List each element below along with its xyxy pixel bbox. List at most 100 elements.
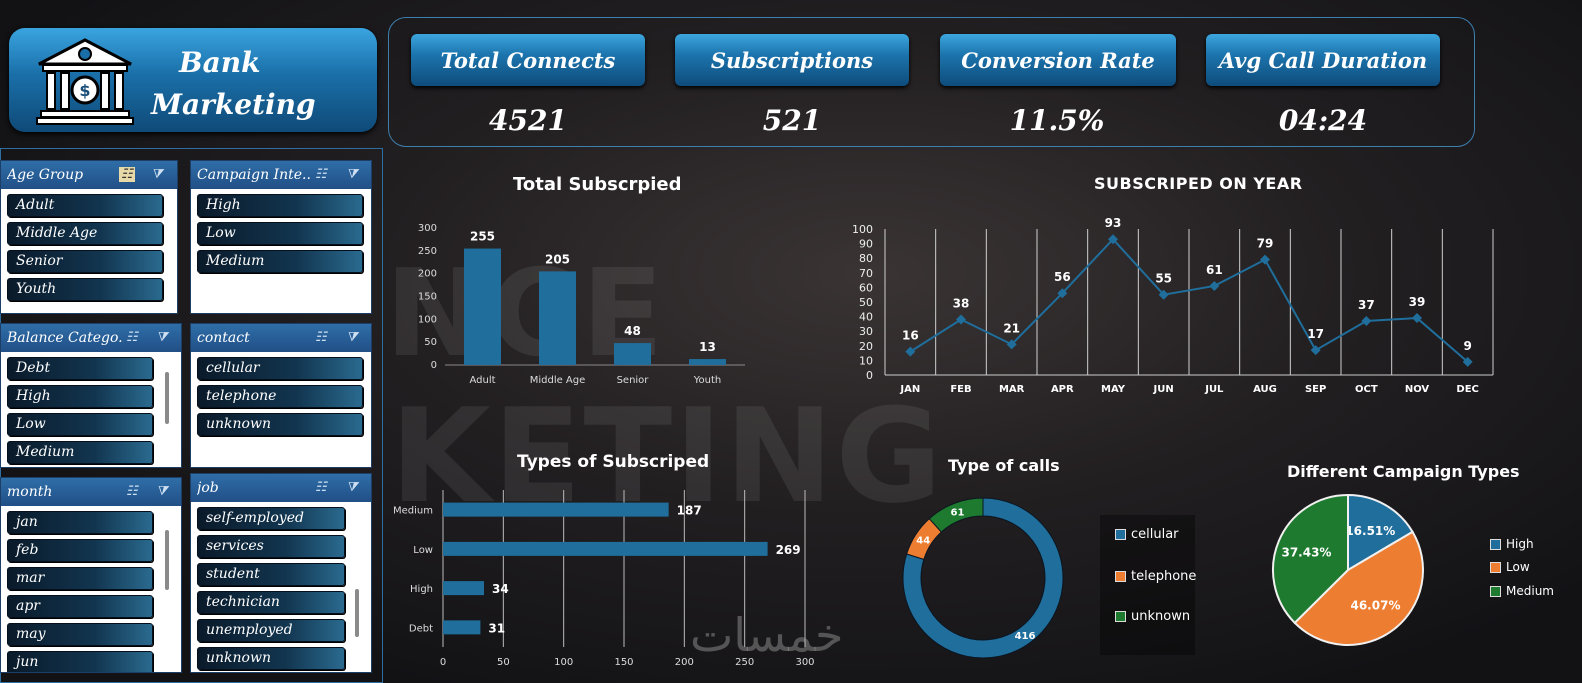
bar	[689, 359, 726, 365]
slicer-title: Campaign Inte...	[197, 167, 312, 183]
slicer-item[interactable]: Low	[7, 413, 153, 436]
data-point	[1057, 288, 1068, 299]
multi-select-icon[interactable]: ☷	[315, 167, 327, 182]
bar	[443, 581, 485, 596]
slicer-item[interactable]: Senior	[7, 250, 163, 273]
clear-filter-icon[interactable]: ⧩	[346, 167, 358, 182]
data-point	[1260, 254, 1270, 265]
slicer-item[interactable]: apr	[7, 595, 153, 618]
data-label: 205	[545, 252, 570, 266]
data-point	[1158, 289, 1169, 300]
slicer-item[interactable]: High	[197, 194, 363, 217]
scrollbar[interactable]	[355, 589, 359, 637]
slicer-item[interactable]: Low	[197, 222, 363, 245]
data-label: 34	[492, 582, 509, 596]
slicer-item[interactable]: jan	[7, 511, 153, 534]
legend-item-cellular: cellular	[1115, 527, 1179, 542]
slicer-item[interactable]: High	[7, 385, 153, 408]
slicer-item[interactable]: may	[7, 623, 153, 646]
y-tick-label: 80	[859, 252, 873, 265]
legend-item-high: High	[1490, 537, 1534, 551]
legend-item-telephone: telephone	[1115, 569, 1196, 584]
multi-select-icon[interactable]: ☷	[119, 167, 135, 182]
slicer-item[interactable]: unknown	[197, 647, 345, 670]
slicer-header: Balance Catego... ☷ ⧩	[1, 324, 181, 352]
kpi-conversion-rate-value: 11.5%	[1009, 104, 1105, 137]
logo-panel: $ Bank Marketing	[9, 28, 377, 132]
multi-select-icon[interactable]: ☷	[126, 484, 138, 499]
x-tick-label: MAR	[999, 384, 1025, 395]
kpi-total-connects-value: 4521	[489, 104, 567, 137]
clear-filter-icon[interactable]: ⧩	[151, 167, 163, 182]
bar	[464, 248, 501, 365]
scrollbar[interactable]	[165, 372, 169, 424]
slicer-month: month ☷ ⧩ jan feb mar apr may jun	[0, 477, 182, 673]
data-label: 37.43%	[1281, 546, 1331, 560]
scrollbar[interactable]	[165, 530, 169, 590]
slicer-item[interactable]: self-employed	[197, 507, 345, 530]
app-title-line1: Bank	[179, 46, 261, 79]
slicer-item[interactable]: Adult	[7, 194, 163, 217]
y-tick-label: 300	[418, 223, 437, 234]
data-label: 93	[1105, 216, 1122, 230]
slicer-item[interactable]: Debt	[7, 357, 153, 380]
legend-item-medium: Medium	[1490, 584, 1554, 598]
slicer-item[interactable]: jun	[7, 651, 153, 672]
clear-filter-icon[interactable]: ⧩	[156, 330, 168, 345]
data-label: 55	[1155, 272, 1172, 286]
x-tick-label: JUN	[1153, 384, 1174, 395]
slicer-item[interactable]: Medium	[7, 441, 153, 464]
slicer-item[interactable]: services	[197, 535, 345, 558]
slicer-item[interactable]: telephone	[197, 385, 363, 408]
y-tick-label: Low	[413, 545, 433, 556]
x-tick-label: Youth	[693, 375, 722, 386]
x-tick-label: 250	[735, 657, 754, 668]
clear-filter-icon[interactable]: ⧩	[156, 484, 168, 499]
donut-chart-title: Type of calls	[948, 456, 1060, 475]
bank-icon: $	[36, 38, 134, 125]
svg-text:$: $	[79, 81, 90, 100]
multi-select-icon[interactable]: ☷	[315, 480, 327, 495]
y-tick-label: 250	[418, 246, 437, 257]
clear-filter-icon[interactable]: ⧩	[346, 330, 358, 345]
data-label: 269	[776, 543, 801, 557]
legend-label: unknown	[1131, 609, 1191, 624]
y-tick-label: 50	[859, 296, 873, 309]
app-title-line2: Marketing	[151, 88, 316, 121]
slicer-item[interactable]: Youth	[7, 278, 163, 301]
legend-swatch	[1115, 529, 1126, 540]
slicer-item[interactable]: cellular	[197, 357, 363, 380]
slicer-item[interactable]: mar	[7, 567, 153, 590]
slicer-item[interactable]: unknown	[197, 413, 363, 436]
bar	[539, 271, 576, 365]
slicer-title: contact	[197, 330, 250, 346]
slicer-item[interactable]: technician	[197, 591, 345, 614]
x-tick-label: AUG	[1253, 384, 1277, 395]
legend-item-low: Low	[1490, 560, 1530, 574]
bar	[443, 502, 669, 517]
pie-slice	[1293, 530, 1424, 646]
x-tick-label: OCT	[1355, 384, 1378, 395]
slicer-header: month ☷ ⧩	[1, 478, 181, 506]
slicer-item[interactable]: student	[197, 563, 345, 586]
pie-chart: 16.51% 46.07% 37.43%	[1272, 493, 1424, 646]
data-label: 9	[1463, 339, 1471, 353]
data-label: 44	[916, 536, 930, 547]
slicer-item[interactable]: unemployed	[197, 619, 345, 642]
slicer-item[interactable]: feb	[7, 539, 153, 562]
data-label: 16	[902, 329, 919, 343]
multi-select-icon[interactable]: ☷	[126, 330, 138, 345]
slicer-title: Balance Catego...	[7, 330, 122, 346]
slicer-item[interactable]: Medium	[197, 250, 363, 273]
clear-filter-icon[interactable]: ⧩	[346, 480, 358, 495]
data-label: 17	[1307, 327, 1324, 341]
data-label: 187	[677, 504, 702, 518]
data-label: 56	[1054, 270, 1071, 284]
slicer-item[interactable]: Middle Age	[7, 222, 163, 245]
x-tick-label: JUL	[1204, 384, 1224, 395]
legend-label: Medium	[1506, 584, 1554, 598]
multi-select-icon[interactable]: ☷	[315, 330, 327, 345]
slicer-campaign: Campaign Inte... ☷ ⧩ High Low Medium	[190, 160, 372, 314]
y-tick-label: 60	[859, 281, 873, 294]
